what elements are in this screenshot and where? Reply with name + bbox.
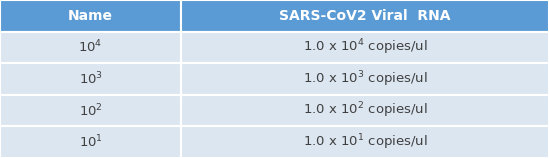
Bar — [0, 32, 181, 63]
Bar — [0, 63, 181, 95]
Text: 10$^{\mathregular{3}}$: 10$^{\mathregular{3}}$ — [79, 71, 103, 87]
Bar — [181, 95, 549, 126]
Bar — [0, 95, 181, 126]
Text: 10$^{\mathregular{4}}$: 10$^{\mathregular{4}}$ — [79, 39, 103, 56]
Text: 1.0 x 10$^{\mathregular{1}}$ copies/ul: 1.0 x 10$^{\mathregular{1}}$ copies/ul — [302, 132, 428, 152]
Text: Name: Name — [68, 9, 113, 23]
Text: 10$^{\mathregular{2}}$: 10$^{\mathregular{2}}$ — [79, 102, 103, 119]
Text: SARS-CoV2 Viral  RNA: SARS-CoV2 Viral RNA — [279, 9, 451, 23]
Text: 1.0 x 10$^{\mathregular{2}}$ copies/ul: 1.0 x 10$^{\mathregular{2}}$ copies/ul — [302, 101, 428, 120]
Text: 1.0 x 10$^{\mathregular{3}}$ copies/ul: 1.0 x 10$^{\mathregular{3}}$ copies/ul — [302, 69, 428, 89]
Bar — [181, 63, 549, 95]
Bar — [181, 0, 549, 32]
Bar — [181, 126, 549, 158]
Bar — [181, 32, 549, 63]
Text: 10$^{\mathregular{1}}$: 10$^{\mathregular{1}}$ — [79, 134, 103, 151]
Bar — [0, 126, 181, 158]
Bar — [0, 0, 181, 32]
Text: 1.0 x 10$^{\mathregular{4}}$ copies/ul: 1.0 x 10$^{\mathregular{4}}$ copies/ul — [302, 38, 428, 57]
